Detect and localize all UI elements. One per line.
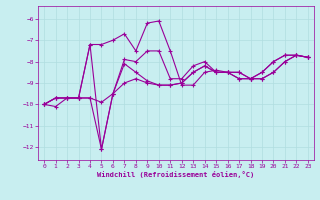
X-axis label: Windchill (Refroidissement éolien,°C): Windchill (Refroidissement éolien,°C) — [97, 171, 255, 178]
